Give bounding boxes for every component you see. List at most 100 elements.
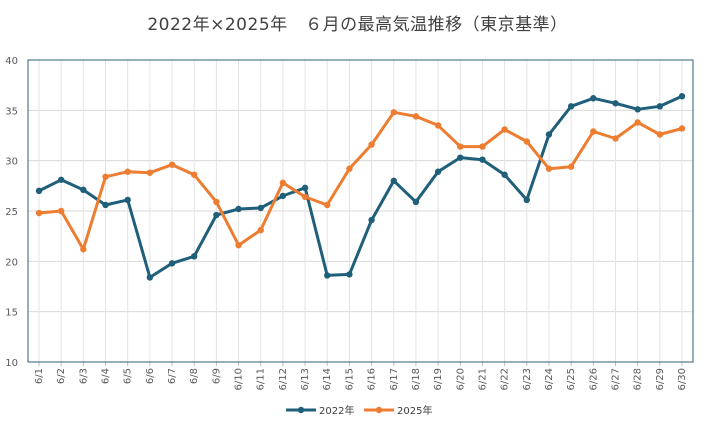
data-point xyxy=(146,169,154,176)
x-tick-label: 6/9 xyxy=(211,368,222,384)
data-point xyxy=(124,196,131,204)
data-point xyxy=(678,93,686,100)
data-point xyxy=(257,226,264,234)
x-tick-label: 6/23 xyxy=(522,368,533,390)
data-point xyxy=(279,179,287,187)
x-tick-label: 6/1 xyxy=(34,368,45,384)
x-tick-label: 6/17 xyxy=(389,368,400,390)
x-tick-label: 6/13 xyxy=(300,368,311,390)
data-point xyxy=(567,163,575,170)
data-point xyxy=(390,177,397,184)
data-point xyxy=(412,113,420,120)
data-point xyxy=(545,131,553,138)
x-tick-label: 6/6 xyxy=(145,368,156,384)
data-point xyxy=(656,103,664,110)
data-point xyxy=(479,143,486,150)
y-tick-label: 40 xyxy=(5,56,18,67)
x-tick-label: 6/18 xyxy=(411,368,422,390)
x-tick-label: 6/22 xyxy=(500,368,511,390)
data-point xyxy=(634,119,641,126)
x-tick-label: 6/25 xyxy=(566,368,577,390)
x-tick-label: 6/8 xyxy=(189,368,200,384)
data-point xyxy=(545,165,553,172)
x-tick-label: 6/16 xyxy=(367,368,378,390)
series-line xyxy=(37,110,684,251)
x-tick-label: 6/12 xyxy=(278,368,289,390)
x-tick-label: 6/20 xyxy=(455,368,466,390)
data-point xyxy=(213,211,220,219)
data-point xyxy=(35,187,43,195)
x-tick-label: 6/2 xyxy=(56,368,67,384)
x-tick-label: 6/10 xyxy=(234,368,245,390)
data-point xyxy=(368,141,375,148)
x-tick-label: 6/24 xyxy=(544,368,555,390)
data-point xyxy=(501,171,508,178)
x-tick-label: 6/27 xyxy=(610,368,621,390)
data-point xyxy=(35,209,43,217)
data-point xyxy=(168,260,176,267)
data-point xyxy=(612,135,619,142)
data-point xyxy=(191,171,198,178)
legend-item: 2025年 xyxy=(364,404,432,417)
legend-item: 2022年 xyxy=(286,404,354,417)
data-point xyxy=(412,198,420,206)
data-point xyxy=(235,205,242,213)
series-group xyxy=(35,93,686,281)
data-point xyxy=(567,103,575,110)
data-point xyxy=(124,168,131,175)
data-point xyxy=(501,126,508,133)
data-point xyxy=(390,109,397,116)
data-point xyxy=(479,156,486,163)
data-point xyxy=(102,173,109,180)
data-point xyxy=(678,125,686,132)
plot-border xyxy=(27,59,694,363)
data-point xyxy=(257,204,264,212)
legend-label: 2025年 xyxy=(397,404,432,417)
data-point xyxy=(523,196,530,204)
data-point xyxy=(102,201,109,209)
data-point xyxy=(656,131,664,138)
data-point xyxy=(80,186,87,194)
data-point xyxy=(612,100,619,107)
data-point xyxy=(168,161,176,168)
x-tick-label: 6/14 xyxy=(322,368,333,390)
x-tick-label: 6/29 xyxy=(655,368,666,390)
data-point xyxy=(80,246,87,253)
data-point xyxy=(235,242,242,249)
y-tick-label: 15 xyxy=(5,308,18,319)
x-tick-label: 6/28 xyxy=(633,368,644,390)
data-point xyxy=(457,143,464,150)
x-tick-label: 6/30 xyxy=(677,368,688,390)
data-point xyxy=(368,216,375,224)
data-point xyxy=(634,106,641,113)
x-tick-label: 6/5 xyxy=(123,368,134,384)
y-tick-label: 30 xyxy=(5,157,18,168)
chart-title: 2022年×2025年 ６月の最高気温推移（東京基準） xyxy=(147,15,568,35)
data-point xyxy=(324,201,331,209)
y-tick-label: 10 xyxy=(5,358,18,369)
data-point xyxy=(590,128,597,135)
x-tick-label: 6/26 xyxy=(588,368,599,390)
legend-marker xyxy=(375,406,383,414)
data-point xyxy=(457,154,464,161)
y-tick-label: 20 xyxy=(5,257,18,268)
x-tick-label: 6/15 xyxy=(344,368,355,390)
data-point xyxy=(346,271,353,278)
data-point xyxy=(57,207,65,215)
data-point xyxy=(590,95,597,102)
legend-marker xyxy=(297,406,305,414)
data-point xyxy=(523,138,530,145)
data-point xyxy=(57,176,65,183)
series-line xyxy=(37,94,684,279)
series-2 xyxy=(35,109,686,253)
data-point xyxy=(301,184,309,192)
y-tick-label: 25 xyxy=(5,207,18,218)
data-point xyxy=(279,192,287,200)
x-tick-label: 6/21 xyxy=(477,368,488,390)
data-point xyxy=(191,253,198,260)
data-point xyxy=(213,198,220,206)
x-tick-label: 6/4 xyxy=(101,368,112,384)
legend: 2022年 2025年 xyxy=(286,404,432,417)
data-point xyxy=(146,274,154,281)
